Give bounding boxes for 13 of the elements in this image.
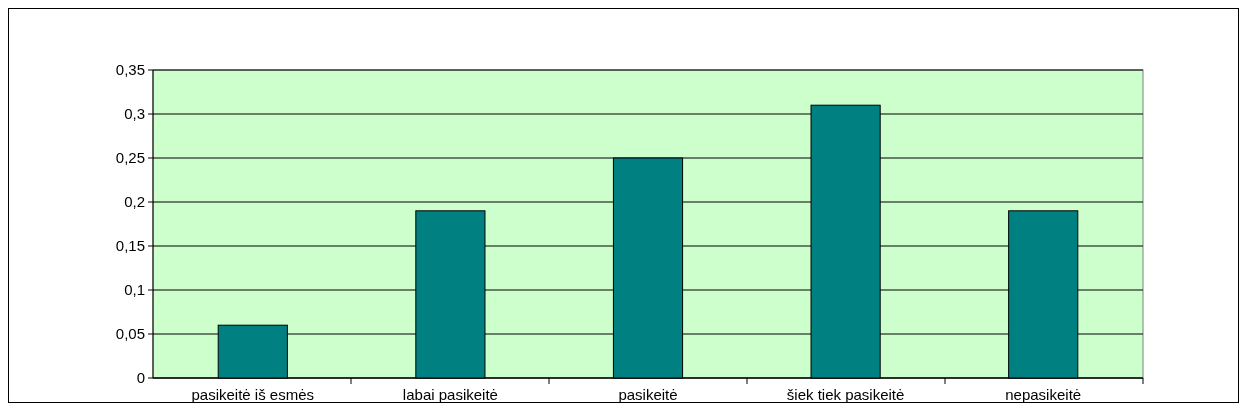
y-tick-label: 0,35 [115,61,145,79]
x-tick-label: pasikeitė [618,386,678,403]
y-tick-label: 0,3 [124,105,145,123]
y-tick-label: 0,05 [115,325,145,343]
y-tick-label: 0,25 [115,149,145,167]
x-tick-label: nepasikeitė [1005,386,1082,403]
x-tick-label: pasikeitė iš esmės [191,386,315,403]
x-tick-label: labai pasikeitė [402,386,498,403]
y-tick-label: 0 [136,369,145,387]
x-tick-label: šiek tiek pasikeitė [786,386,905,403]
y-tick-label: 0,15 [115,237,145,255]
y-tick-label: 0,2 [124,193,145,211]
y-tick-label: 0,1 [124,281,145,299]
